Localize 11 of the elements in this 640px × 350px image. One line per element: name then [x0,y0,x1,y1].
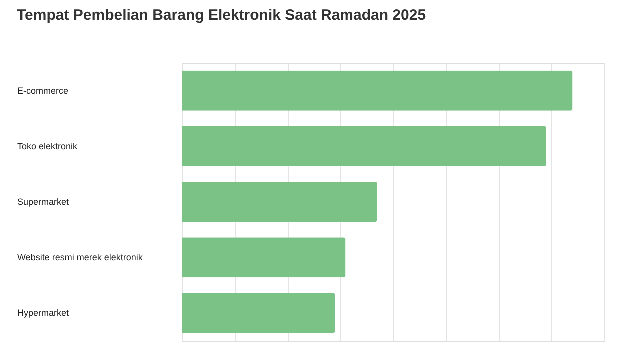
y-tick-label: Toko elektronik [18,141,78,152]
y-tick-label: Website resmi merek elektronik [18,252,144,263]
chart-title: Tempat Pembelian Barang Elektronik Saat Ramadan 2025 [17,7,426,24]
bar [182,238,346,278]
y-tick-label: Supermarket [18,197,70,207]
y-tick-label: Hypermarket [18,308,70,318]
bar [182,182,378,222]
bar [182,70,573,111]
bar [182,126,547,166]
y-tick-label: E-commerce [18,86,69,96]
bar [182,293,336,334]
